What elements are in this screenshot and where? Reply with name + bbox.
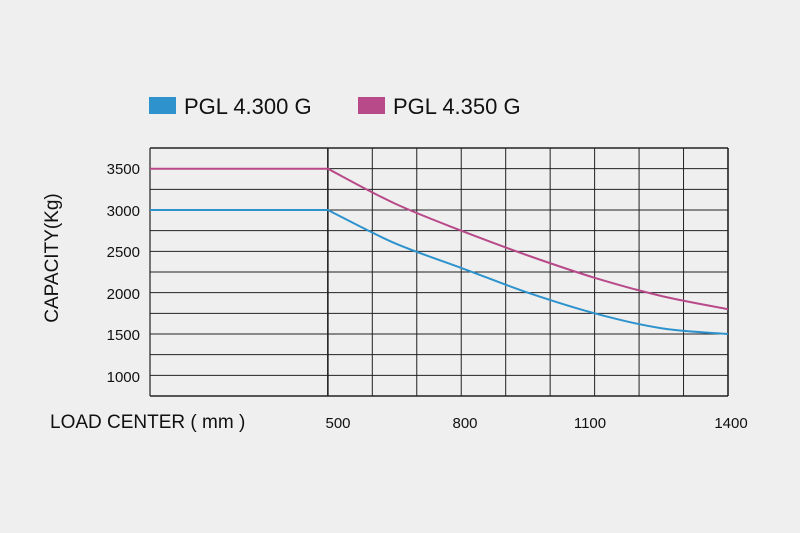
y-tick-label: 2000 — [107, 286, 140, 303]
series-line-0 — [150, 209, 729, 335]
legend-label-series-0: PGL 4.300 G — [184, 94, 312, 119]
x-tick-label: 1100 — [574, 415, 606, 432]
y-tick-label: 3000 — [107, 203, 140, 220]
y-tick-label: 2500 — [107, 244, 140, 261]
x-tick-label: 1400 — [714, 415, 747, 432]
y-tick-label: 3500 — [107, 161, 140, 178]
legend-label-series-1: PGL 4.350 G — [393, 94, 521, 119]
legend-swatch-series-0 — [149, 97, 176, 114]
y-tick-label: 1500 — [107, 327, 140, 344]
legend-swatch-series-1 — [358, 97, 385, 114]
series-line-1 — [150, 167, 729, 311]
y-axis-title: CAPACITY(Kg) — [42, 193, 63, 323]
series-layer — [150, 167, 729, 335]
grid — [149, 147, 729, 397]
y-tick-label: 1000 — [107, 369, 140, 386]
x-tick-label: 500 — [325, 415, 350, 432]
x-axis-title: LOAD CENTER ( mm ) — [50, 412, 245, 433]
x-tick-label: 800 — [452, 415, 477, 432]
